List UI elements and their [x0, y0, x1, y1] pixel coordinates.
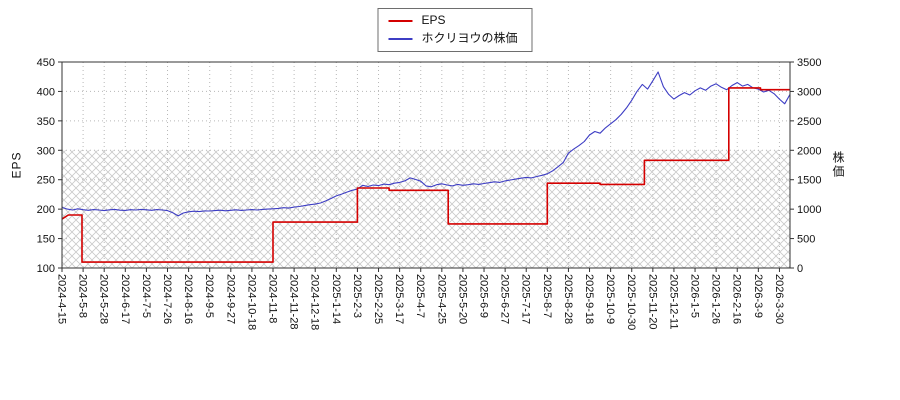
- svg-text:3000: 3000: [797, 86, 821, 98]
- svg-text:2025-10-30: 2025-10-30: [625, 274, 637, 330]
- svg-text:100: 100: [37, 263, 55, 275]
- svg-text:350: 350: [37, 116, 55, 128]
- svg-text:2025-1-14: 2025-1-14: [330, 274, 342, 324]
- svg-text:250: 250: [37, 175, 55, 187]
- svg-text:2024-11-28: 2024-11-28: [288, 274, 300, 329]
- svg-text:2025-7-17: 2025-7-17: [520, 274, 532, 324]
- svg-text:200: 200: [37, 204, 55, 216]
- legend-label-price: ホクリヨウの株価: [421, 31, 518, 45]
- svg-text:2024-11-8: 2024-11-8: [267, 274, 279, 323]
- svg-text:2024-8-16: 2024-8-16: [182, 274, 194, 324]
- svg-text:450: 450: [37, 57, 55, 69]
- svg-text:300: 300: [37, 145, 55, 157]
- svg-text:0: 0: [797, 263, 803, 275]
- left-axis-title: EPS: [9, 151, 24, 179]
- svg-text:2025-3-17: 2025-3-17: [393, 274, 405, 324]
- svg-text:2025-4-7: 2025-4-7: [414, 274, 426, 318]
- svg-text:2024-6-17: 2024-6-17: [119, 274, 131, 324]
- right-axis-title: 株価: [831, 151, 845, 179]
- price-line: [61, 71, 791, 217]
- svg-text:2024-5-28: 2024-5-28: [98, 274, 110, 324]
- svg-text:1500: 1500: [797, 175, 821, 187]
- svg-text:2024-7-5: 2024-7-5: [140, 274, 152, 318]
- svg-text:2026-3-9: 2026-3-9: [752, 274, 764, 318]
- svg-text:2025-6-9: 2025-6-9: [478, 274, 490, 318]
- svg-text:2500: 2500: [797, 116, 821, 128]
- svg-text:2026-1-26: 2026-1-26: [710, 274, 722, 324]
- svg-text:2025-8-7: 2025-8-7: [541, 274, 553, 318]
- svg-text:2024-7-26: 2024-7-26: [161, 274, 173, 324]
- svg-text:2025-9-18: 2025-9-18: [583, 274, 595, 324]
- svg-text:2025-4-25: 2025-4-25: [435, 274, 447, 324]
- legend: EPS ホクリヨウの株価: [377, 8, 533, 52]
- svg-text:2024-9-27: 2024-9-27: [224, 274, 236, 324]
- price-line-sample: [388, 37, 413, 40]
- svg-text:3500: 3500: [797, 57, 821, 69]
- svg-text:2025-10-9: 2025-10-9: [604, 274, 616, 324]
- legend-item-eps: EPS: [388, 13, 517, 28]
- svg-text:2024-9-5: 2024-9-5: [203, 274, 215, 318]
- svg-text:1000: 1000: [797, 204, 821, 216]
- legend-item-price: ホクリヨウの株価: [388, 31, 518, 46]
- svg-text:2025-2-3: 2025-2-3: [351, 274, 363, 318]
- eps-line: [61, 87, 790, 263]
- legend-label-eps: EPS: [421, 13, 446, 27]
- svg-text:2026-1-5: 2026-1-5: [689, 274, 701, 318]
- svg-text:2024-12-18: 2024-12-18: [309, 274, 321, 330]
- svg-text:2025-2-25: 2025-2-25: [372, 274, 384, 324]
- hatched-region: [62, 150, 790, 268]
- svg-text:2025-11-20: 2025-11-20: [646, 274, 658, 329]
- svg-text:500: 500: [797, 234, 815, 246]
- svg-text:2024-10-18: 2024-10-18: [245, 274, 257, 330]
- plot-border: [61, 61, 791, 269]
- svg-text:2024-4-15: 2024-4-15: [56, 274, 68, 324]
- svg-text:2000: 2000: [797, 145, 821, 157]
- svg-text:150: 150: [37, 234, 55, 246]
- svg-text:2026-3-30: 2026-3-30: [773, 274, 785, 324]
- svg-text:2025-12-11: 2025-12-11: [667, 274, 679, 329]
- svg-text:2025-6-27: 2025-6-27: [499, 274, 511, 324]
- svg-text:2024-5-8: 2024-5-8: [77, 274, 89, 318]
- axis-tick-labels: 100 150 200 250 300 350 400 450 0 500 1000 1500 2000…: [37, 57, 822, 330]
- svg-text:400: 400: [37, 86, 55, 98]
- svg-text:2025-8-28: 2025-8-28: [562, 274, 574, 324]
- svg-text:2025-5-20: 2025-5-20: [456, 274, 468, 324]
- svg-text:2026-2-16: 2026-2-16: [731, 274, 743, 324]
- eps-line-sample: [388, 19, 413, 22]
